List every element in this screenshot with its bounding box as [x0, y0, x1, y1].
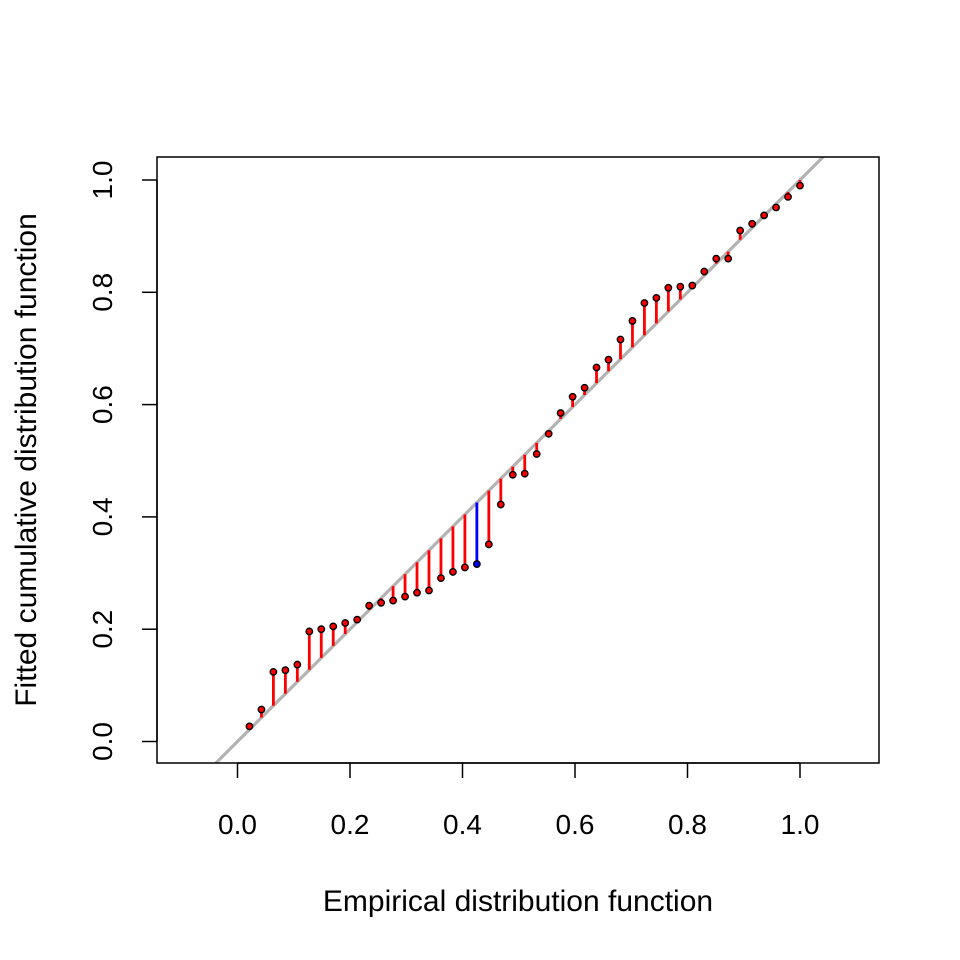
data-point	[712, 254, 721, 263]
data-point	[796, 181, 804, 190]
y-tick-label: 1.0	[87, 161, 118, 200]
y-tick-label: 0.4	[87, 497, 118, 536]
data-point	[568, 392, 577, 401]
data-point	[640, 299, 649, 307]
data-point	[760, 211, 768, 220]
data-point	[305, 627, 314, 636]
data-point	[484, 540, 493, 549]
y-axis-label: Fitted cumulative distribution function	[10, 213, 43, 707]
data-point	[592, 363, 601, 372]
data-point	[365, 601, 374, 610]
data-point	[604, 355, 613, 364]
plot-frame	[156, 156, 880, 764]
y-tick-label: 0.6	[87, 385, 118, 424]
data-point	[628, 317, 637, 325]
reference-diagonal-line	[213, 157, 826, 763]
data-point	[460, 563, 469, 572]
x-axis: 0.0 0.2 0.4 0.6 0.8 1.0	[218, 762, 820, 840]
data-point	[772, 203, 780, 212]
y-tick-label: 0.0	[87, 722, 118, 761]
x-axis-label: Empirical distribution function	[323, 885, 713, 918]
data-point	[700, 267, 709, 276]
data-point	[269, 667, 278, 676]
y-tick-label: 0.8	[87, 273, 118, 312]
data-points	[245, 181, 804, 731]
data-point	[401, 592, 409, 601]
deviation-segments	[248, 180, 802, 730]
data-point	[688, 281, 697, 290]
data-point	[496, 500, 505, 509]
data-point	[508, 470, 517, 479]
data-point	[748, 219, 757, 228]
data-point	[724, 254, 733, 263]
data-point	[293, 660, 302, 669]
data-point	[472, 560, 481, 568]
data-point	[580, 383, 589, 392]
data-point	[317, 625, 326, 634]
data-point	[664, 283, 673, 292]
data-point	[544, 429, 553, 438]
data-point	[556, 409, 565, 417]
x-tick-label: 0.6	[556, 809, 595, 840]
y-tick-label: 0.2	[87, 610, 118, 649]
reference-line-layer	[213, 157, 826, 763]
data-point	[736, 226, 745, 235]
data-point	[257, 705, 266, 714]
data-point	[413, 588, 421, 597]
data-point	[245, 722, 254, 731]
data-point	[784, 192, 792, 201]
data-point	[425, 586, 433, 595]
data-point	[437, 574, 445, 583]
data-point	[281, 666, 290, 675]
x-tick-label: 0.4	[443, 809, 482, 840]
x-tick-label: 0.8	[668, 809, 707, 840]
data-point	[616, 335, 625, 344]
x-tick-label: 1.0	[781, 809, 820, 840]
data-point	[353, 615, 362, 624]
data-point	[532, 450, 541, 458]
data-point	[341, 619, 350, 627]
data-point	[676, 282, 685, 291]
x-tick-label: 0.0	[218, 809, 257, 840]
data-point	[329, 622, 338, 631]
data-point	[389, 596, 397, 605]
data-point	[520, 469, 529, 478]
x-tick-label: 0.2	[331, 809, 370, 840]
data-point	[652, 294, 661, 302]
data-point	[377, 598, 386, 607]
data-point	[449, 568, 457, 576]
